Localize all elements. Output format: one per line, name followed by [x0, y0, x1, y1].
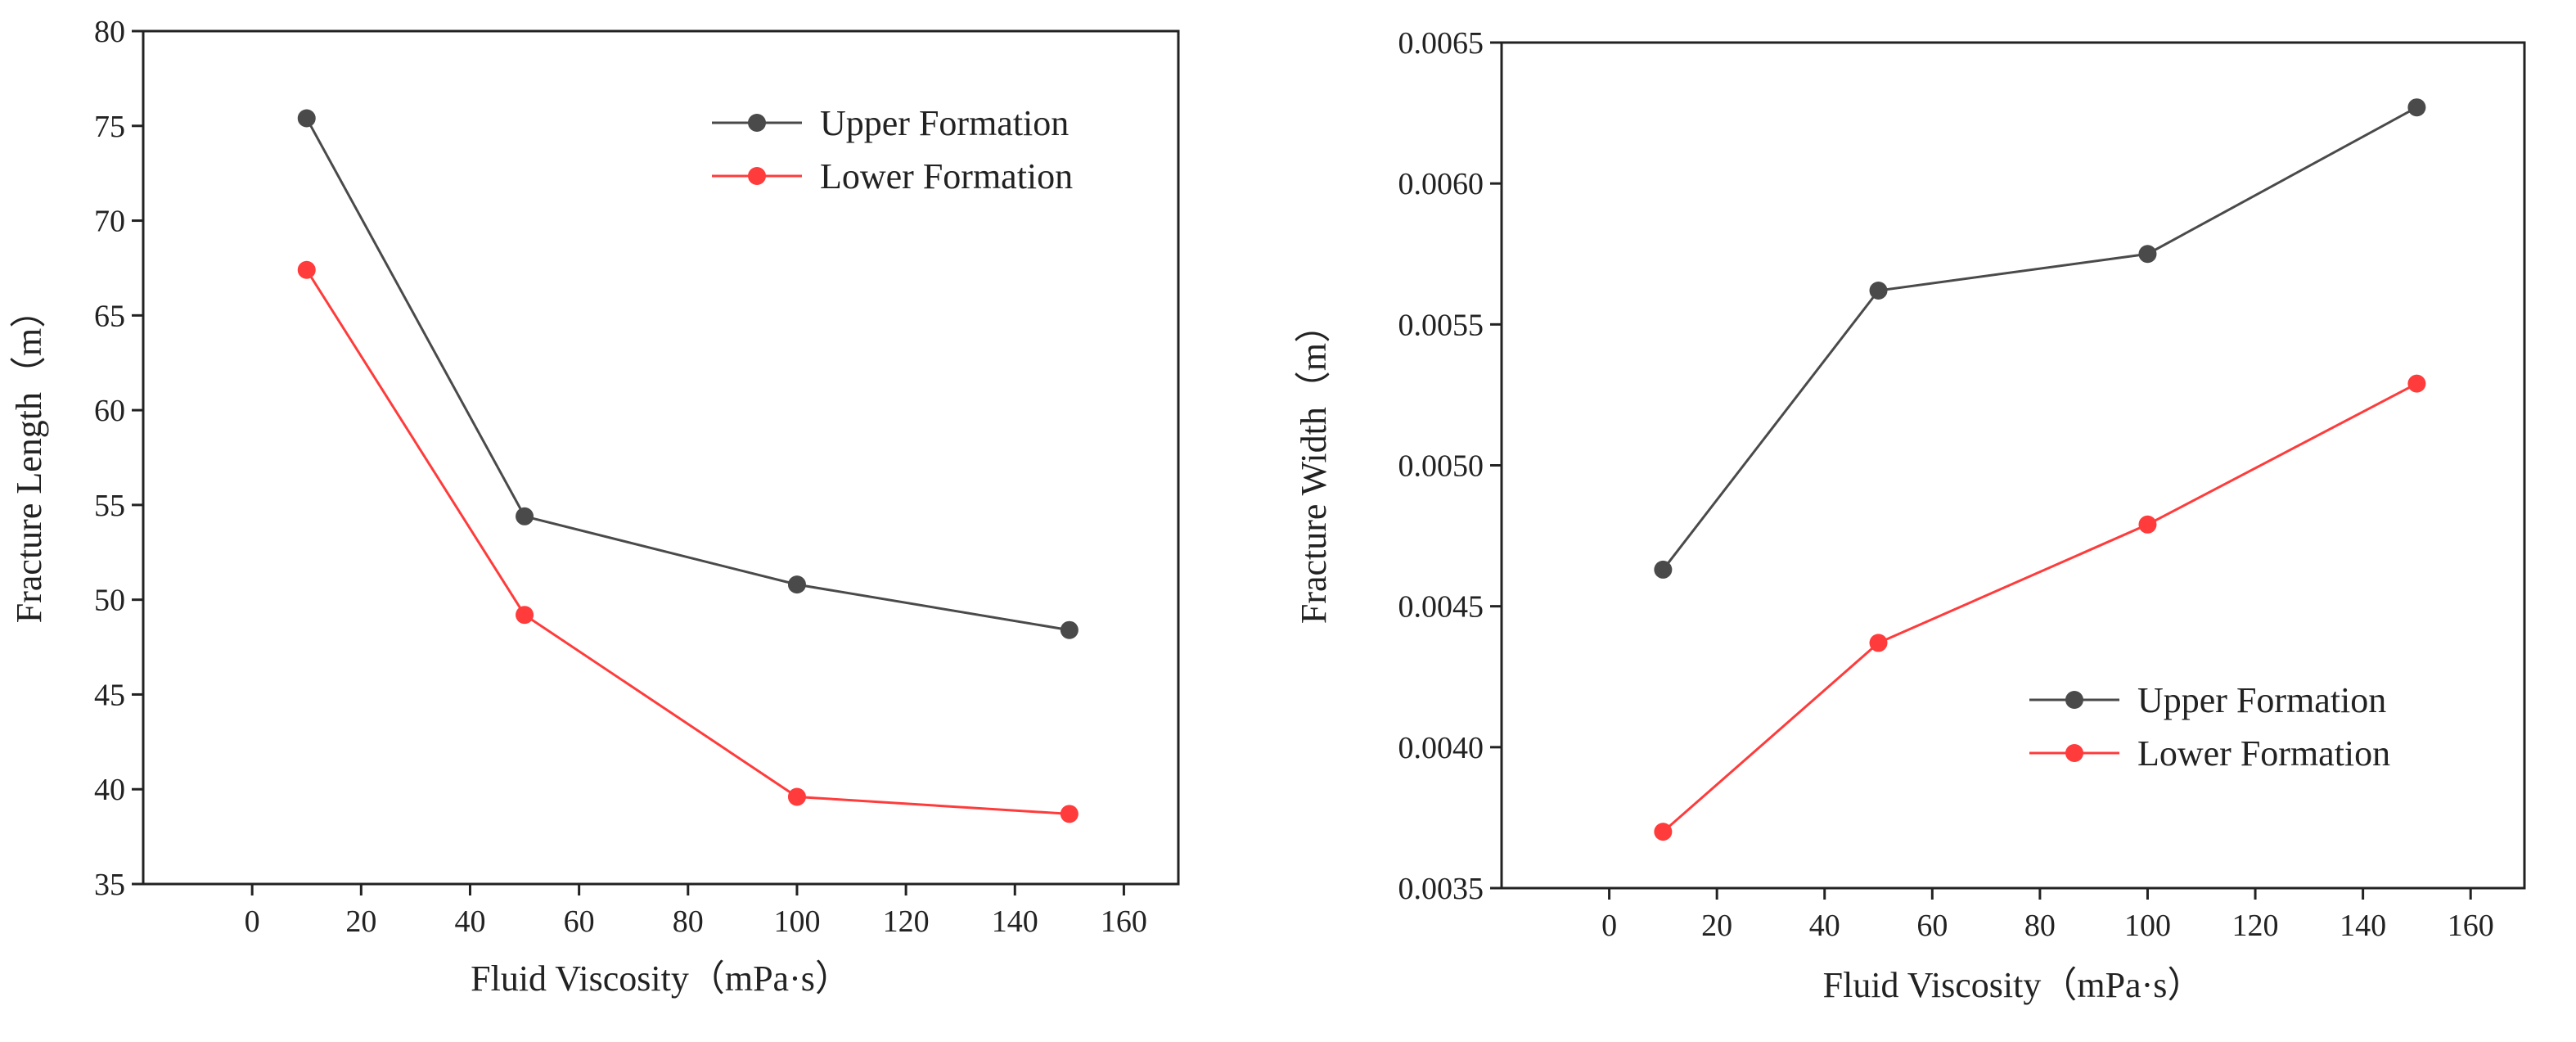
data-point-lower-formation: [297, 260, 316, 279]
y-tick-label: 70: [94, 205, 125, 239]
y-tick-label: 35: [94, 868, 125, 902]
x-tick-label: 60: [564, 904, 595, 939]
x-tick-label: 40: [1809, 909, 1840, 943]
x-tick-label: 120: [2232, 909, 2279, 943]
series-line-upper-formation: [305, 117, 1070, 632]
chart-fracture-width: 0 20 40 60 80 100 120 140 160 0.0035 0.0040 0.0045 0…: [1294, 26, 2526, 1005]
data-point-lower-formation: [787, 787, 806, 806]
x-tick-label: 100: [2124, 909, 2171, 943]
x-tick-label: 140: [2340, 909, 2386, 943]
x-tick-label: 120: [883, 904, 930, 939]
x-axis-title: Fluid Viscosity（mPa·s）: [1823, 965, 2204, 1005]
y-axis-title: Fracture Width（m）: [1294, 307, 1334, 624]
legend-label-upper-formation: Upper Formation: [2137, 680, 2386, 720]
y-tick-label: 80: [94, 15, 125, 49]
legend-label-upper-formation: Upper Formation: [820, 103, 1069, 143]
y-tick-label: 0.0055: [1398, 308, 1484, 342]
data-point-upper-formation: [297, 109, 316, 128]
x-tick-label: 0: [1601, 909, 1617, 943]
data-point-upper-formation: [1869, 282, 1888, 300]
x-tick-label: 160: [2448, 909, 2494, 943]
x-tick-label: 0: [245, 904, 260, 939]
y-tick-label: 65: [94, 299, 125, 333]
y-tick-label: 0.0045: [1398, 590, 1484, 625]
y-axis-title: Fracture Length（m）: [9, 292, 49, 623]
x-tick-label: 140: [992, 904, 1038, 939]
data-point-lower-formation: [1654, 823, 1673, 841]
legend-label-lower-formation: Lower Formation: [2137, 733, 2390, 774]
legend-label-lower-formation: Lower Formation: [820, 156, 1073, 196]
x-tick-label: 100: [773, 904, 820, 939]
x-axis-title: Fluid Viscosity（mPa·s）: [471, 959, 851, 999]
data-point-upper-formation: [787, 575, 806, 594]
data-point-upper-formation: [2138, 245, 2157, 264]
x-tick-label: 20: [1701, 909, 1732, 943]
y-tick-label: 0.0040: [1398, 731, 1484, 765]
series-line-upper-formation: [1662, 106, 2418, 571]
data-point-upper-formation: [1654, 560, 1673, 579]
legend-marker-lower-formation: [748, 167, 766, 185]
x-tick-label: 80: [2024, 909, 2056, 943]
y-tick-label: 0.0065: [1398, 26, 1484, 61]
data-point-lower-formation: [1869, 634, 1888, 652]
x-tick-label: 160: [1101, 904, 1147, 939]
x-tick-label: 80: [673, 904, 704, 939]
x-tick-label: 60: [1916, 909, 1948, 943]
legend-marker-lower-formation: [2065, 744, 2083, 762]
y-tick-label: 0.0035: [1398, 872, 1484, 906]
data-point-lower-formation: [2138, 515, 2157, 534]
data-point-upper-formation: [1060, 620, 1079, 639]
y-tick-label: 50: [94, 584, 125, 618]
y-tick-label: 0.0050: [1398, 449, 1484, 484]
y-tick-label: 45: [94, 678, 125, 712]
series-line-lower-formation: [305, 268, 1070, 815]
legend-marker-upper-formation: [2065, 691, 2083, 709]
y-tick-label: 40: [94, 773, 125, 807]
plot-frame: [142, 29, 1180, 886]
legend-marker-upper-formation: [748, 114, 766, 132]
y-tick-label: 0.0060: [1398, 167, 1484, 201]
data-point-upper-formation: [516, 507, 534, 526]
x-tick-label: 40: [454, 904, 485, 939]
y-tick-label: 60: [94, 394, 125, 428]
chart-fracture-length: 0 20 40 60 80 100 120 140 160 35 40 45 50 55 60 65 70 75 8…: [9, 15, 1180, 999]
data-point-lower-formation: [1060, 805, 1079, 823]
y-tick-label: 55: [94, 489, 125, 523]
data-point-lower-formation: [2407, 374, 2426, 393]
x-tick-label: 20: [345, 904, 376, 939]
y-tick-label: 75: [94, 110, 125, 144]
data-point-upper-formation: [2407, 98, 2426, 117]
series-line-lower-formation: [1662, 382, 2418, 833]
data-point-lower-formation: [516, 606, 534, 625]
